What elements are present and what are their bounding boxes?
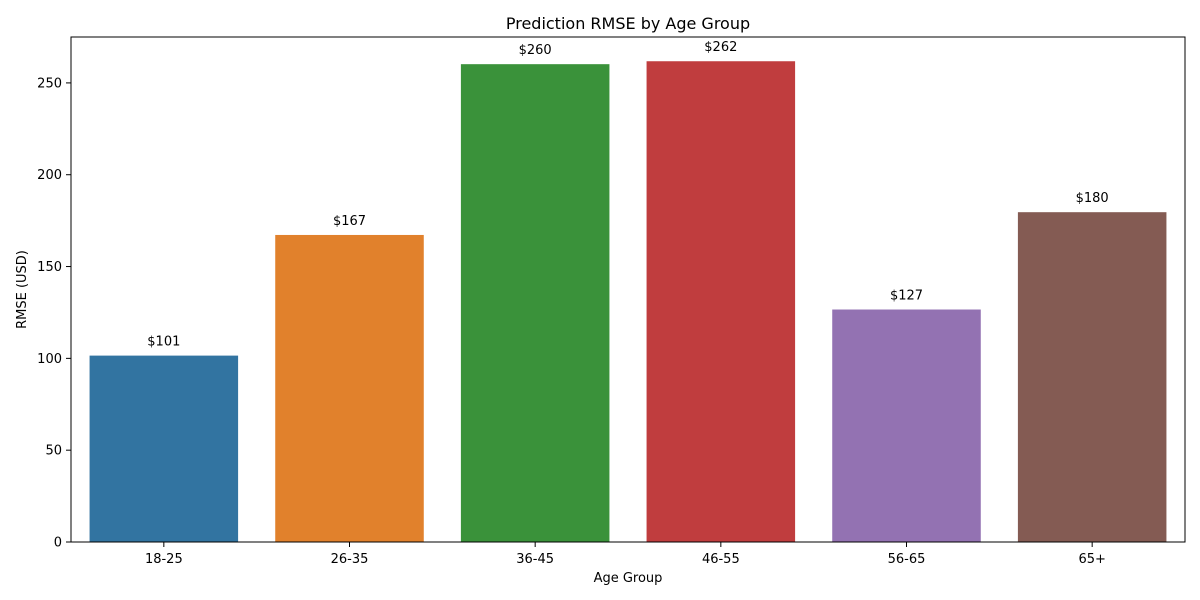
bar-value-label: $167	[333, 214, 366, 229]
y-axis-label: RMSE (USD)	[15, 250, 30, 329]
x-axis: 18-25 26-35 36-45 46-55 56-65 65+	[145, 542, 1106, 567]
bar-56-65	[832, 309, 981, 542]
y-tick-label: 200	[37, 168, 62, 183]
y-tick-label: 150	[37, 260, 62, 275]
bar-value-label: $180	[1076, 191, 1109, 206]
y-tick-label: 250	[37, 76, 62, 91]
y-tick-label: 100	[37, 352, 62, 367]
x-tick-label: 26-35	[331, 552, 369, 567]
chart-title: Prediction RMSE by Age Group	[506, 14, 750, 33]
bar-value-label: $262	[704, 40, 737, 55]
y-tick-label: 0	[54, 536, 62, 551]
bar-18-25	[89, 355, 239, 542]
x-tick-label: 46-55	[702, 552, 740, 567]
bar-46-55	[646, 61, 796, 543]
bar-value-label: $260	[519, 43, 552, 58]
x-axis-label: Age Group	[594, 571, 663, 586]
x-tick-label: 18-25	[145, 552, 183, 567]
bar-labels-group: $101 $167 $260 $262 $127 $180	[147, 40, 1108, 349]
bar-36-45	[460, 64, 610, 542]
y-axis: 0 50 100 150 200 250	[37, 76, 71, 551]
bar-value-label: $101	[147, 335, 180, 350]
plot-frame	[70, 36, 1186, 543]
bar-26-35	[275, 234, 424, 542]
x-tick-label: 56-65	[888, 552, 926, 567]
x-tick-label: 65+	[1078, 552, 1105, 567]
bar-value-label: $127	[890, 289, 923, 304]
y-tick-label: 50	[45, 444, 62, 459]
bar-65+	[1017, 212, 1167, 542]
bars-group	[89, 61, 1167, 543]
x-tick-label: 36-45	[516, 552, 554, 567]
